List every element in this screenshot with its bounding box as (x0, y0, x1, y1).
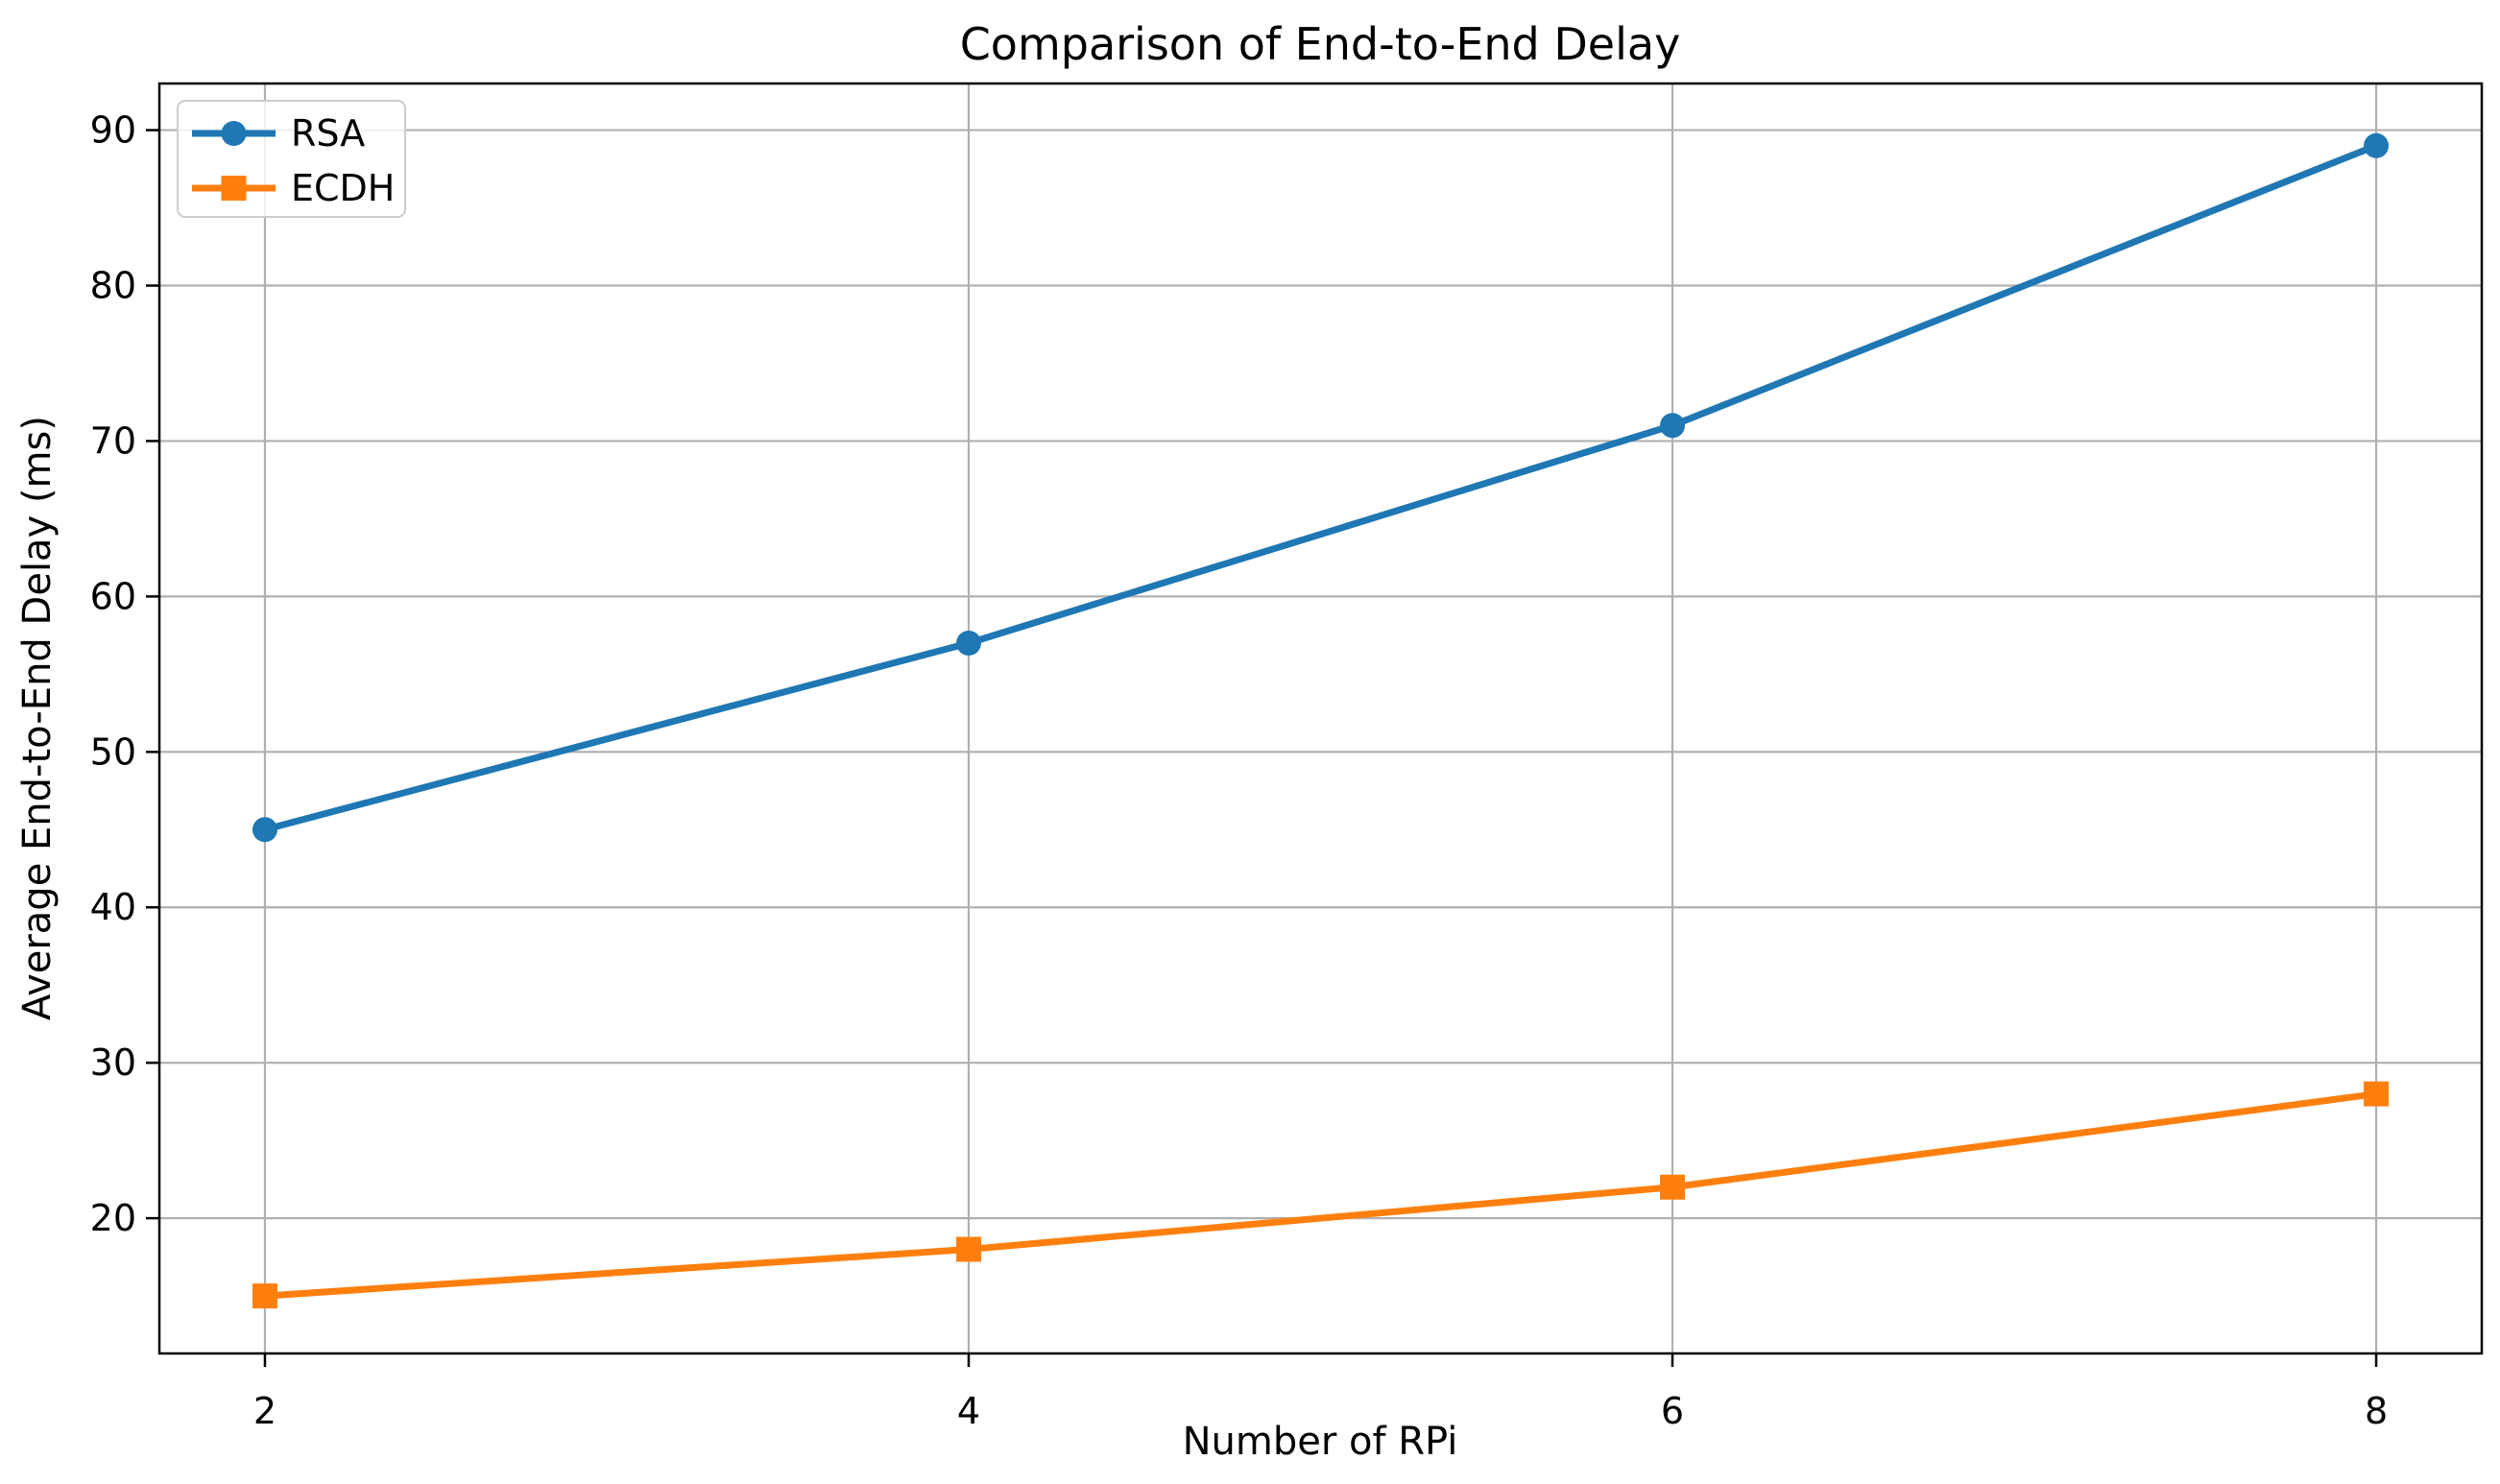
y-tick-label: 60 (90, 575, 136, 617)
plot-border (157, 82, 2484, 1355)
legend-entry-ecdh: ECDH (192, 167, 395, 209)
x-tick-label: 2 (253, 1390, 276, 1432)
data-series (252, 132, 2390, 1309)
legend-label-ecdh: ECDH (291, 167, 395, 209)
x-tick-label: 8 (2365, 1390, 2388, 1432)
data-point-ecdh (252, 1283, 277, 1309)
legend-marker-square (221, 176, 247, 201)
series-line-ecdh (261, 1090, 2380, 1300)
y-tick-label: 20 (90, 1197, 136, 1239)
chart-title: Comparison of End-to-End Delay (960, 18, 1681, 70)
series-line-rsa (261, 142, 2380, 833)
data-point-rsa (2364, 132, 2390, 158)
y-tick-label: 30 (90, 1041, 136, 1084)
x-tick-label: 4 (957, 1390, 980, 1432)
data-point-rsa (1660, 413, 1686, 439)
y-axis-label: Average End-to-End Delay (ms) (15, 416, 60, 1020)
y-tick-label: 50 (90, 730, 136, 773)
data-point-ecdh (2364, 1081, 2390, 1107)
tick-labels: 2 4 6 8 20 30 40 50 60 70 80 90 (90, 109, 2388, 1432)
y-tick-label: 70 (90, 419, 136, 462)
gridlines (159, 84, 2482, 1353)
data-point-rsa (252, 817, 277, 843)
y-tick-label: 90 (90, 109, 136, 152)
x-tick-label: 6 (1661, 1390, 1684, 1432)
x-axis-label: Number of RPi (1183, 1420, 1458, 1464)
y-tick-label: 80 (90, 265, 136, 307)
data-point-ecdh (1660, 1174, 1686, 1200)
data-point-ecdh (955, 1236, 981, 1262)
legend: RSA ECDH (177, 100, 406, 218)
legend-marker-circle (221, 121, 247, 146)
y-tick-label: 40 (90, 886, 136, 928)
legend-label-rsa: RSA (291, 112, 365, 155)
axis-ticks (146, 129, 2378, 1367)
data-point-rsa (955, 630, 981, 656)
legend-entry-rsa: RSA (192, 112, 365, 155)
